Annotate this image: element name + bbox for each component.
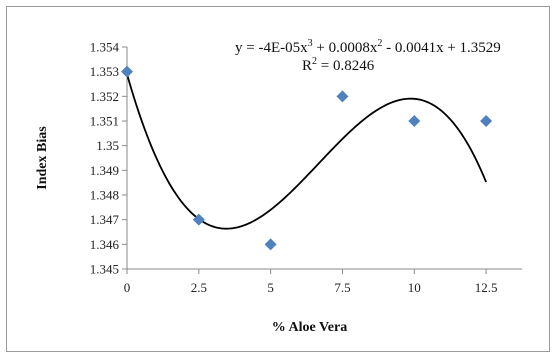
chart-area	[6, 6, 550, 352]
data-point	[408, 115, 421, 127]
y-tick-label: 1.345	[90, 262, 119, 277]
data-point	[336, 90, 349, 103]
ticks: 1.345 1.346 1.347 1.348 1.349 1.35 1.351 1.352 1…	[90, 40, 498, 296]
data-point	[192, 213, 205, 226]
x-tick-label: 2.5	[191, 280, 207, 295]
x-axis-title: % Aloe Vera	[272, 320, 347, 335]
y-tick-label: 1.35	[96, 138, 119, 153]
r-squared-label: R2 = 0.8246	[302, 56, 375, 74]
data-point	[121, 65, 133, 78]
trendline-equation: y = -4E-05x3 + 0.0008x2 - 0.0041x + 1.35…	[235, 38, 501, 56]
x-tick-label: 7.5	[334, 280, 350, 295]
x-tick-label: 5	[267, 280, 274, 295]
x-tick-label: 12.5	[475, 280, 498, 295]
y-tick-label: 1.346	[90, 237, 120, 252]
y-tick-label: 1.353	[90, 64, 119, 79]
data-point	[480, 115, 493, 127]
x-tick-label: 10	[408, 280, 421, 295]
x-tick-label: 0	[124, 280, 131, 295]
y-tick-label: 1.354	[90, 40, 120, 55]
y-tick-label: 1.351	[90, 114, 119, 129]
data-points	[121, 65, 493, 251]
y-tick-label: 1.348	[90, 188, 119, 203]
data-point	[264, 238, 277, 251]
y-tick-label: 1.347	[90, 212, 120, 227]
y-axis-title: Index Bias	[35, 126, 50, 190]
y-tick-label: 1.349	[90, 163, 119, 178]
trendline	[126, 73, 487, 230]
axes	[126, 47, 522, 270]
y-tick-label: 1.352	[90, 89, 119, 104]
